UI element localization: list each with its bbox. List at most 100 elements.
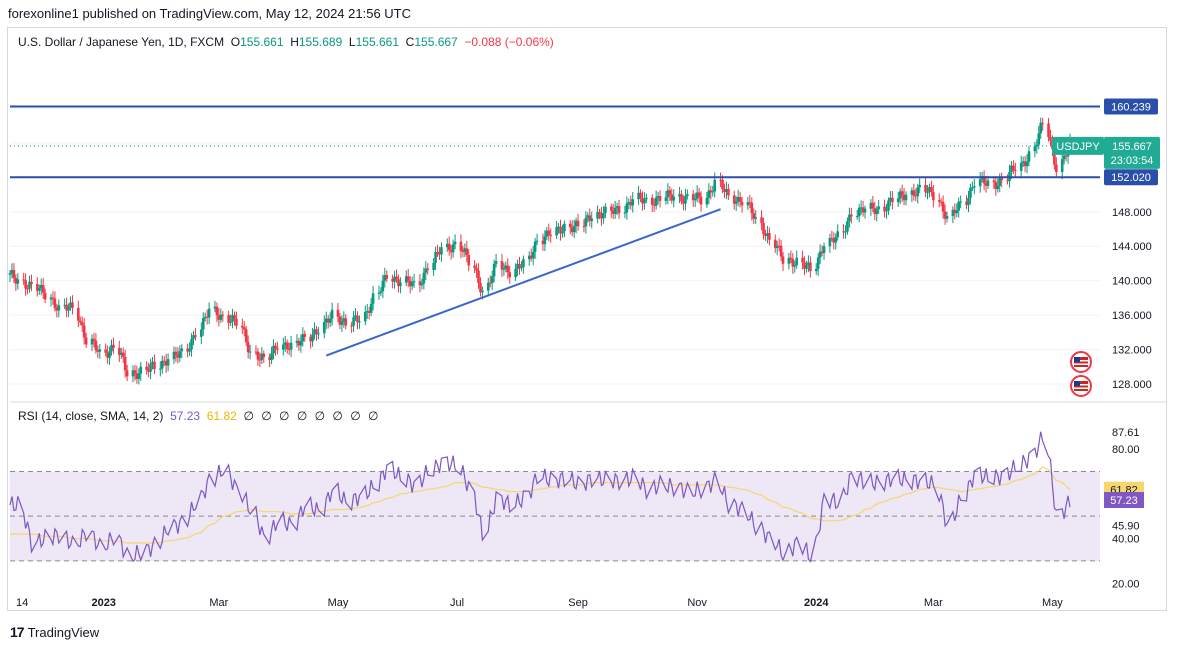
candle-body bbox=[762, 222, 765, 235]
rsi-value-tag-label: 57.23 bbox=[1110, 495, 1138, 507]
candle-body bbox=[779, 245, 783, 257]
candle-body bbox=[399, 282, 402, 287]
candle-body bbox=[816, 257, 820, 269]
candle-body bbox=[1006, 180, 1009, 182]
us-flag-icon bbox=[1070, 375, 1092, 397]
candle-body bbox=[555, 227, 558, 236]
candle-body bbox=[486, 282, 490, 291]
candle-body bbox=[479, 283, 482, 293]
candle-body bbox=[527, 255, 531, 260]
candle-body bbox=[477, 270, 480, 284]
candle-body bbox=[518, 263, 521, 269]
candle-body bbox=[1021, 161, 1025, 163]
candle-body bbox=[108, 351, 111, 358]
candle-body bbox=[287, 349, 291, 351]
rsi-label: RSI (14, close, SMA, 14, 2) bbox=[18, 409, 164, 423]
last-price-tag bbox=[1104, 136, 1160, 169]
candle-body bbox=[760, 217, 763, 223]
candle-body bbox=[768, 233, 771, 240]
candle-body bbox=[166, 359, 170, 366]
candle-body bbox=[28, 281, 31, 289]
candle-body bbox=[727, 188, 730, 196]
candle-body bbox=[10, 269, 14, 274]
candle-body bbox=[123, 357, 127, 371]
candle-body bbox=[1064, 155, 1068, 157]
candle-body bbox=[465, 248, 469, 256]
candle-body bbox=[828, 238, 832, 247]
candle-body bbox=[301, 334, 305, 342]
candle-body bbox=[24, 280, 27, 289]
candle-body bbox=[1019, 162, 1023, 171]
price-axis-label: 136.000 bbox=[1112, 310, 1152, 322]
time-axis-label: Jul bbox=[450, 597, 464, 609]
candle-body bbox=[96, 350, 100, 352]
candle-body bbox=[793, 265, 797, 267]
time-axis-label: May bbox=[328, 597, 349, 609]
candle-body bbox=[118, 347, 121, 355]
candle-body bbox=[227, 315, 230, 323]
candle-body bbox=[246, 342, 250, 353]
candle-body bbox=[596, 211, 599, 219]
candle-body bbox=[766, 233, 769, 236]
candle-body bbox=[557, 226, 560, 228]
candle-body bbox=[652, 204, 656, 206]
us-flag-icon bbox=[1070, 351, 1092, 373]
candle-body bbox=[691, 194, 695, 201]
candle-body bbox=[391, 278, 394, 282]
candle-body bbox=[836, 231, 839, 238]
candle-body bbox=[139, 366, 143, 374]
candle-body bbox=[1035, 144, 1039, 147]
footer-brand[interactable]: 17 TradingView bbox=[10, 624, 99, 640]
candle-body bbox=[602, 212, 605, 219]
candle-body bbox=[92, 338, 96, 341]
candle-body bbox=[186, 348, 189, 352]
candle-body bbox=[910, 190, 914, 195]
candle-body bbox=[842, 231, 845, 233]
candle-body bbox=[645, 197, 648, 200]
candle-body bbox=[229, 321, 232, 323]
close-value: 155.667 bbox=[414, 35, 458, 49]
candle-body bbox=[481, 290, 484, 293]
candle-body bbox=[945, 215, 949, 219]
level-price-label: 160.239 bbox=[1111, 101, 1151, 113]
candle-body bbox=[268, 357, 271, 360]
candle-body bbox=[643, 199, 646, 204]
candle-body bbox=[877, 206, 880, 210]
candle-body bbox=[1060, 159, 1064, 172]
candle-body bbox=[586, 215, 590, 218]
candle-body bbox=[520, 267, 523, 269]
candle-body bbox=[572, 226, 576, 233]
candle-body bbox=[338, 316, 342, 325]
candle-body bbox=[574, 220, 578, 227]
candle-body bbox=[516, 263, 519, 270]
candle-body bbox=[875, 209, 879, 215]
candle-body bbox=[385, 275, 389, 279]
candle-body bbox=[256, 351, 260, 360]
candle-body bbox=[106, 352, 109, 358]
candle-body bbox=[672, 196, 676, 201]
candle-body bbox=[830, 238, 834, 240]
candle-body bbox=[623, 212, 627, 214]
candle-body bbox=[244, 329, 248, 343]
rsi-sma-line bbox=[10, 466, 1071, 544]
candle-body bbox=[14, 277, 18, 284]
candle-body bbox=[475, 268, 478, 271]
candle-body bbox=[162, 360, 166, 362]
candle-body bbox=[969, 187, 972, 198]
candle-body bbox=[588, 215, 592, 222]
candle-body bbox=[449, 250, 453, 253]
candle-body bbox=[436, 252, 439, 254]
candle-body bbox=[994, 182, 998, 190]
candle-body bbox=[30, 281, 33, 285]
candle-body bbox=[982, 176, 986, 184]
candle-body bbox=[16, 279, 20, 284]
candle-body bbox=[41, 284, 45, 293]
candle-body bbox=[352, 317, 355, 326]
candle-body bbox=[1055, 164, 1058, 172]
candle-body bbox=[641, 197, 644, 204]
rsi-line bbox=[9, 431, 1071, 563]
flag-stripe bbox=[1074, 384, 1088, 386]
candle-body bbox=[547, 230, 551, 235]
candle-body bbox=[750, 202, 754, 214]
